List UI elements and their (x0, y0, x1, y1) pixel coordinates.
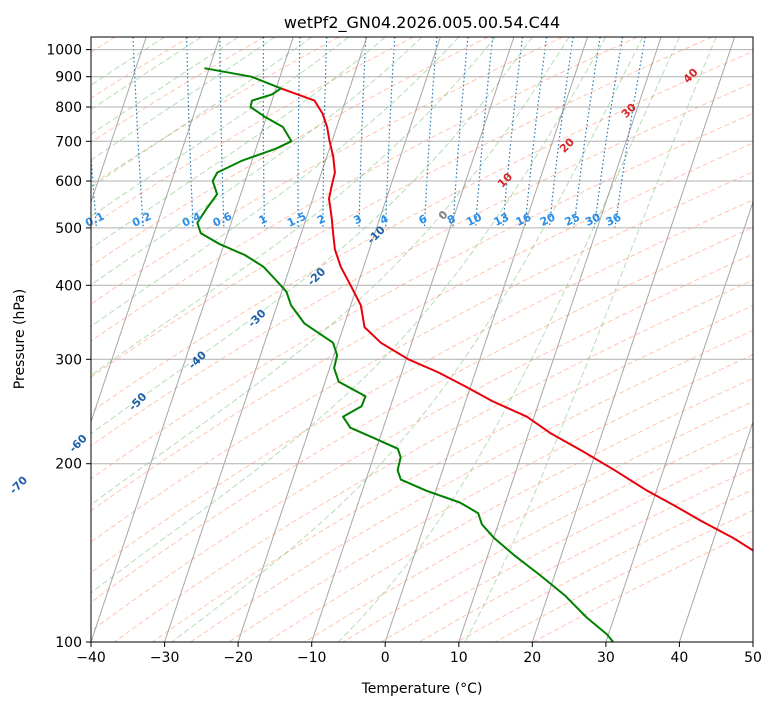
mixing-ratio-line (502, 37, 524, 228)
x-tick-label: −40 (76, 650, 106, 666)
isotherm-line (91, 37, 147, 204)
y-tick-label: 500 (55, 221, 82, 237)
moist-adiabat (91, 37, 460, 327)
dry-adiabat (91, 226, 753, 603)
dry-adiabat (91, 82, 753, 447)
isotherm-line (531, 37, 736, 642)
x-tick-label: 0 (381, 650, 390, 666)
dry-adiabat (91, 37, 489, 267)
x-tick-label: −10 (297, 650, 327, 666)
chart-title: wetPf2_GN04.2026.005.00.54.C44 (284, 13, 560, 33)
y-tick-label: 100 (55, 635, 82, 651)
mixing-ratio-label: 25 (563, 211, 582, 229)
mixing-ratio-line (475, 37, 494, 228)
dewpoint-profile (196, 67, 614, 642)
y-tick-label: 1000 (46, 43, 82, 59)
isotherm-line (678, 420, 753, 642)
isotherm-line (91, 37, 294, 642)
moist-adiabat (91, 37, 165, 86)
dry-adiabat (91, 112, 753, 480)
y-tick-label: 400 (55, 278, 82, 294)
isotherm-label: -60 (67, 432, 90, 455)
x-axis-label: Temperature (°C) (361, 681, 483, 697)
y-tick-label: 900 (55, 70, 82, 86)
mixing-ratio-line (452, 37, 469, 228)
dry-adiabat (114, 279, 753, 642)
plot-frame (90, 36, 754, 643)
mixing-ratio-line (573, 37, 601, 228)
y-tick-label: 800 (55, 100, 82, 116)
moist-adiabat (91, 37, 386, 250)
dry-adiabat (91, 142, 753, 512)
dry-adiabat (91, 37, 414, 227)
dry-adiabat (91, 37, 638, 342)
mixing-ratio-label: 20 (538, 210, 558, 228)
isotherm-line (91, 37, 221, 424)
y-tick-label: 600 (55, 174, 82, 190)
x-tick-label: 50 (744, 650, 762, 666)
mixing-ratio-line (524, 37, 548, 228)
moist-adiabat (91, 37, 349, 218)
y-tick-label: 700 (55, 134, 82, 150)
x-tick-label: 20 (523, 650, 541, 666)
isotherm-label: -70 (7, 473, 30, 496)
x-tick-label: 30 (597, 650, 615, 666)
mixing-ratio-label: 16 (514, 210, 534, 228)
moist-adiabat (464, 37, 717, 642)
x-tick-label: −20 (223, 650, 253, 666)
moist-adiabat (91, 37, 570, 506)
y-tick-label: 200 (55, 457, 82, 473)
isotherm-line (164, 37, 368, 642)
temperature-profile (280, 87, 753, 552)
y-tick-label: 300 (55, 352, 82, 368)
mixing-ratio-line (593, 37, 624, 228)
plot-background (91, 37, 753, 642)
dry-adiabat (266, 377, 753, 642)
isotherm-line (311, 37, 515, 642)
dry-adiabat (91, 253, 753, 632)
mixing-ratio-label: 10 (464, 210, 484, 228)
x-tick-label: 10 (450, 650, 468, 666)
moist-adiabat (91, 37, 533, 435)
x-tick-label: −30 (150, 650, 180, 666)
moist-adiabat (171, 37, 644, 642)
isotherm-line (752, 640, 753, 642)
dry-adiabat (91, 37, 265, 143)
dry-adiabat (91, 37, 190, 99)
y-axis-label: Pressure (hPa) (12, 289, 28, 389)
isotherm-line (384, 37, 588, 642)
isotherm-line (0, 37, 73, 642)
dry-adiabat (91, 50, 753, 413)
moist-adiabat (91, 37, 202, 111)
moist-adiabat (91, 37, 239, 135)
mixing-ratio-line (548, 37, 574, 228)
mixing-ratio-label: 36 (604, 210, 624, 228)
mixing-ratio-label: 13 (492, 211, 511, 229)
isotherm-line (605, 200, 753, 642)
moist-adiabat (337, 37, 680, 642)
mixing-ratio-label: 30 (583, 210, 603, 228)
moist-adiabat (91, 37, 607, 594)
dry-adiabat (91, 37, 563, 305)
moist-adiabat (91, 37, 312, 188)
isotherm-line (237, 37, 441, 642)
moist-adiabat (91, 37, 276, 161)
isotherm-line (458, 37, 662, 642)
moist-adiabat (91, 37, 496, 376)
x-tick-label: 40 (670, 650, 688, 666)
dry-adiabat (91, 37, 713, 378)
